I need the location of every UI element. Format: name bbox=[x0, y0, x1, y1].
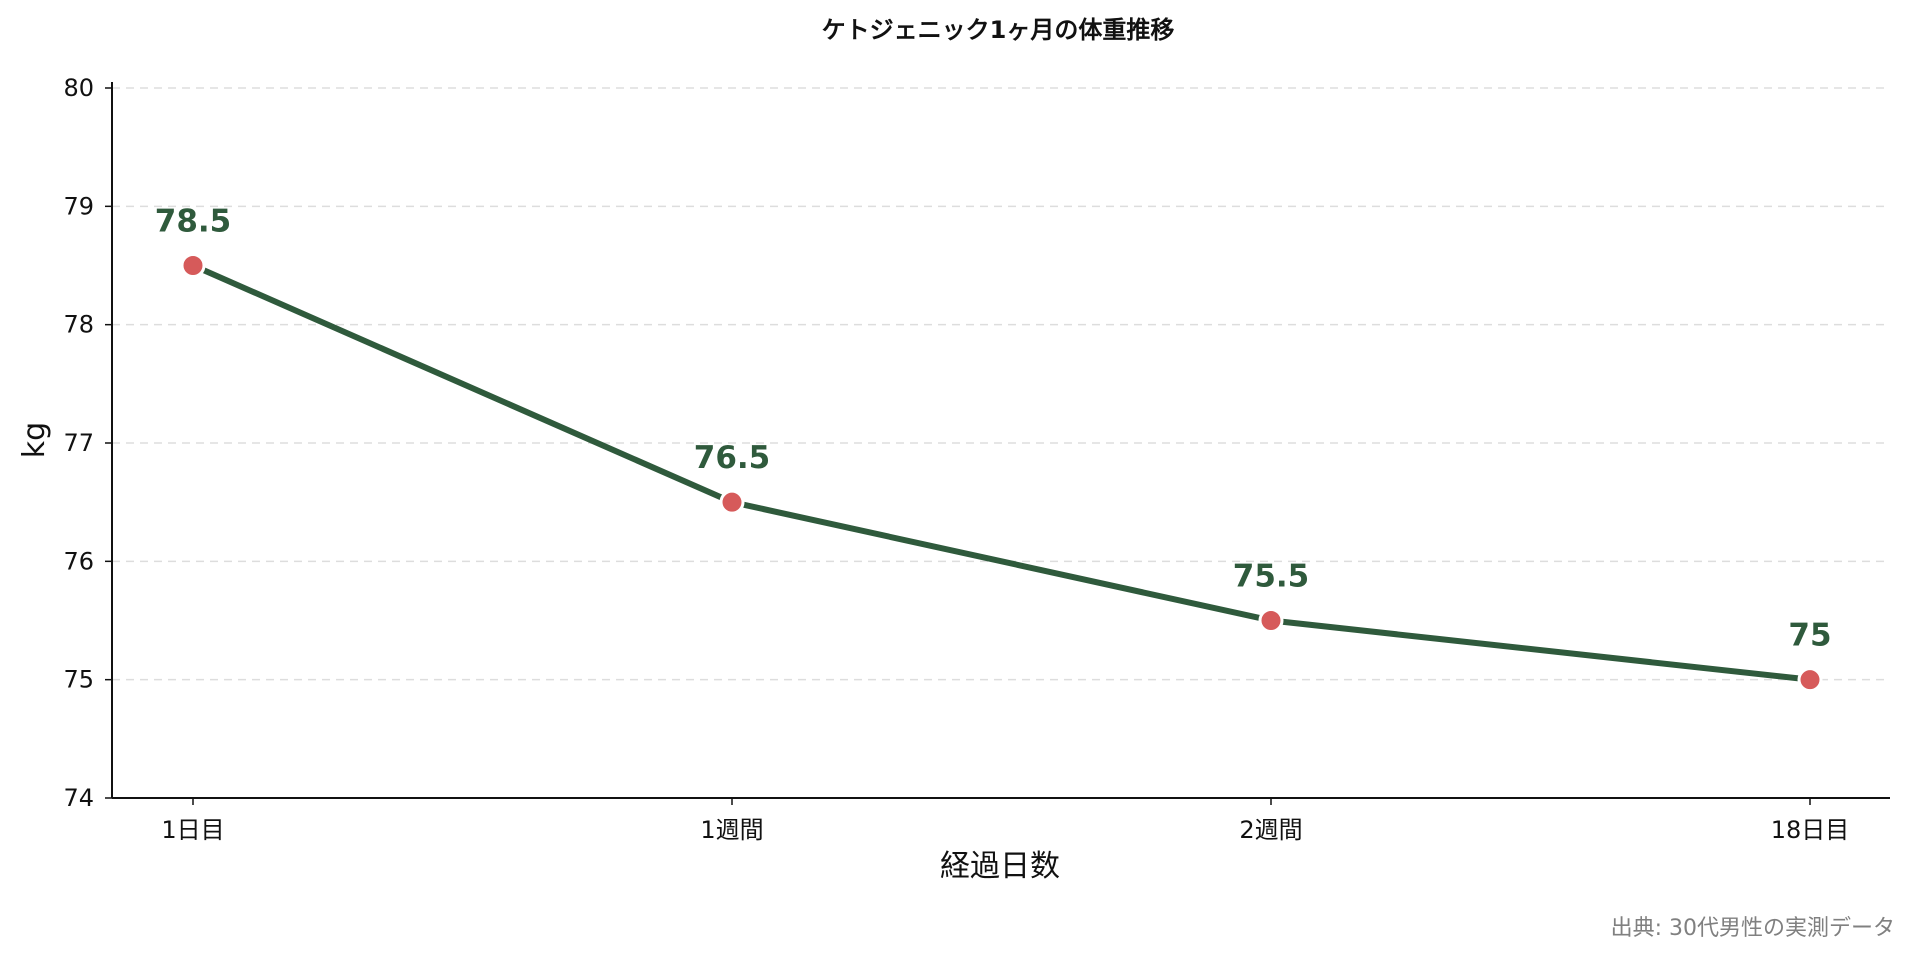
data-label: 75 bbox=[1788, 618, 1831, 654]
data-labels: 78.5 76.5 75.5 75 bbox=[155, 204, 1832, 654]
y-axis-label: kg bbox=[17, 422, 52, 458]
x-tick-labels: 1日目 1週間 2週間 18日目 bbox=[161, 816, 1849, 844]
y-tick-label: 76 bbox=[63, 547, 94, 575]
source-note: 出典: 30代男性の実測データ bbox=[1611, 916, 1895, 941]
series-line bbox=[190, 262, 1813, 683]
x-axis-label: 経過日数 bbox=[940, 849, 1060, 884]
y-tick-label: 74 bbox=[63, 784, 94, 812]
data-point bbox=[1797, 667, 1823, 693]
grid-lines bbox=[112, 87, 1890, 681]
x-tick-label: 18日目 bbox=[1771, 816, 1850, 844]
data-label: 75.5 bbox=[1233, 559, 1310, 595]
y-tick-label: 78 bbox=[63, 311, 94, 339]
series-line-path bbox=[190, 262, 1813, 683]
chart-title: ケトジェニック1ヶ月の体重推移 bbox=[822, 16, 1175, 44]
data-label: 78.5 bbox=[155, 204, 232, 240]
axes bbox=[105, 82, 1890, 805]
y-tick-label: 80 bbox=[63, 74, 94, 102]
data-point bbox=[180, 253, 206, 278]
x-tick-label: 2週間 bbox=[1239, 816, 1302, 844]
data-point bbox=[719, 489, 745, 515]
y-tick-labels: 74 75 76 77 78 79 80 bbox=[63, 74, 94, 812]
x-tick-label: 1日目 bbox=[161, 816, 224, 844]
x-tick-label: 1週間 bbox=[700, 816, 763, 844]
y-tick-label: 77 bbox=[63, 429, 94, 457]
data-point bbox=[1258, 608, 1284, 633]
data-label: 76.5 bbox=[694, 440, 771, 476]
series-markers bbox=[180, 253, 1823, 693]
y-tick-label: 75 bbox=[63, 666, 94, 694]
y-tick-label: 79 bbox=[63, 192, 94, 220]
